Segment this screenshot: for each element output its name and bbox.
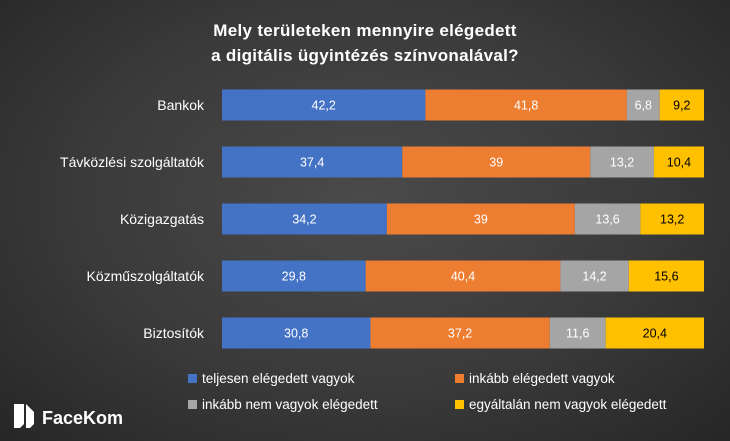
bars-group: Bankok 42,2 41,8 6,8 9,2 Távközlési szolgálta… [60, 89, 704, 349]
brand-logo: FaceKom [14, 404, 123, 428]
data-label: 15,6 [654, 270, 678, 284]
bar-segment [640, 203, 704, 235]
legend: teljesen elégedett vagyok inkább elégedet… [188, 371, 667, 412]
chart-title-line-2: a digitális ügyintézés színvonalával? [211, 46, 519, 65]
data-label: 29,8 [282, 270, 306, 284]
data-label: 14,2 [582, 270, 606, 284]
data-label: 42,2 [312, 99, 336, 113]
data-label: 13,2 [610, 156, 634, 170]
category-label: Biztosítók [143, 325, 205, 341]
data-label: 10,4 [667, 156, 691, 170]
legend-swatch [455, 400, 464, 409]
data-label: 20,4 [643, 327, 667, 341]
data-label: 13,2 [660, 213, 684, 227]
bar-segment [626, 89, 660, 121]
legend-entry: inkább elégedett vagyok [469, 371, 615, 386]
bar-segment [370, 317, 550, 349]
legend-swatch [188, 400, 197, 409]
legend-entry: inkább nem vagyok elégedett [202, 397, 378, 412]
facekom-logo-icon [14, 404, 34, 428]
legend-entry: teljesen elégedett vagyok [202, 371, 355, 386]
bar-segment [574, 203, 641, 235]
bar-segment [549, 317, 606, 349]
data-label: 37,4 [300, 156, 324, 170]
chart-title-line-1: Mely területeken mennyire elégedett [213, 21, 516, 40]
bar-segment [222, 89, 426, 121]
bar-segment [222, 146, 403, 178]
legend-entry: egyáltalán nem vagyok elégedett [469, 397, 667, 412]
data-label: 37,2 [448, 327, 472, 341]
bar-segment [222, 317, 371, 349]
category-label: Közigazgatás [120, 211, 204, 227]
data-label: 9,2 [673, 99, 690, 113]
data-label: 39 [474, 213, 488, 227]
data-label: 40,4 [451, 270, 475, 284]
bar-segment [222, 260, 366, 292]
data-label: 39 [489, 156, 503, 170]
data-label: 30,8 [284, 327, 308, 341]
bar-segment [659, 89, 704, 121]
bar-segment [590, 146, 654, 178]
data-label: 11,6 [566, 327, 589, 341]
bar-segment [402, 146, 591, 178]
bar-segment [222, 203, 387, 235]
data-label: 6,8 [635, 99, 652, 113]
category-label: Távközlési szolgáltatók [60, 154, 205, 170]
data-label: 34,2 [292, 213, 316, 227]
bar-segment [365, 260, 561, 292]
bar-segment [605, 317, 704, 349]
bar-segment [653, 146, 704, 178]
bar-segment [628, 260, 704, 292]
data-label: 41,8 [514, 99, 538, 113]
legend-swatch [188, 374, 197, 383]
bar-segment [560, 260, 629, 292]
data-label: 13,6 [595, 213, 619, 227]
category-label: Bankok [157, 97, 205, 113]
category-label: Közműszolgáltatók [86, 268, 205, 284]
bar-segment [425, 89, 627, 121]
bar-segment [386, 203, 575, 235]
legend-swatch [455, 374, 464, 383]
brand-name: FaceKom [42, 408, 123, 428]
